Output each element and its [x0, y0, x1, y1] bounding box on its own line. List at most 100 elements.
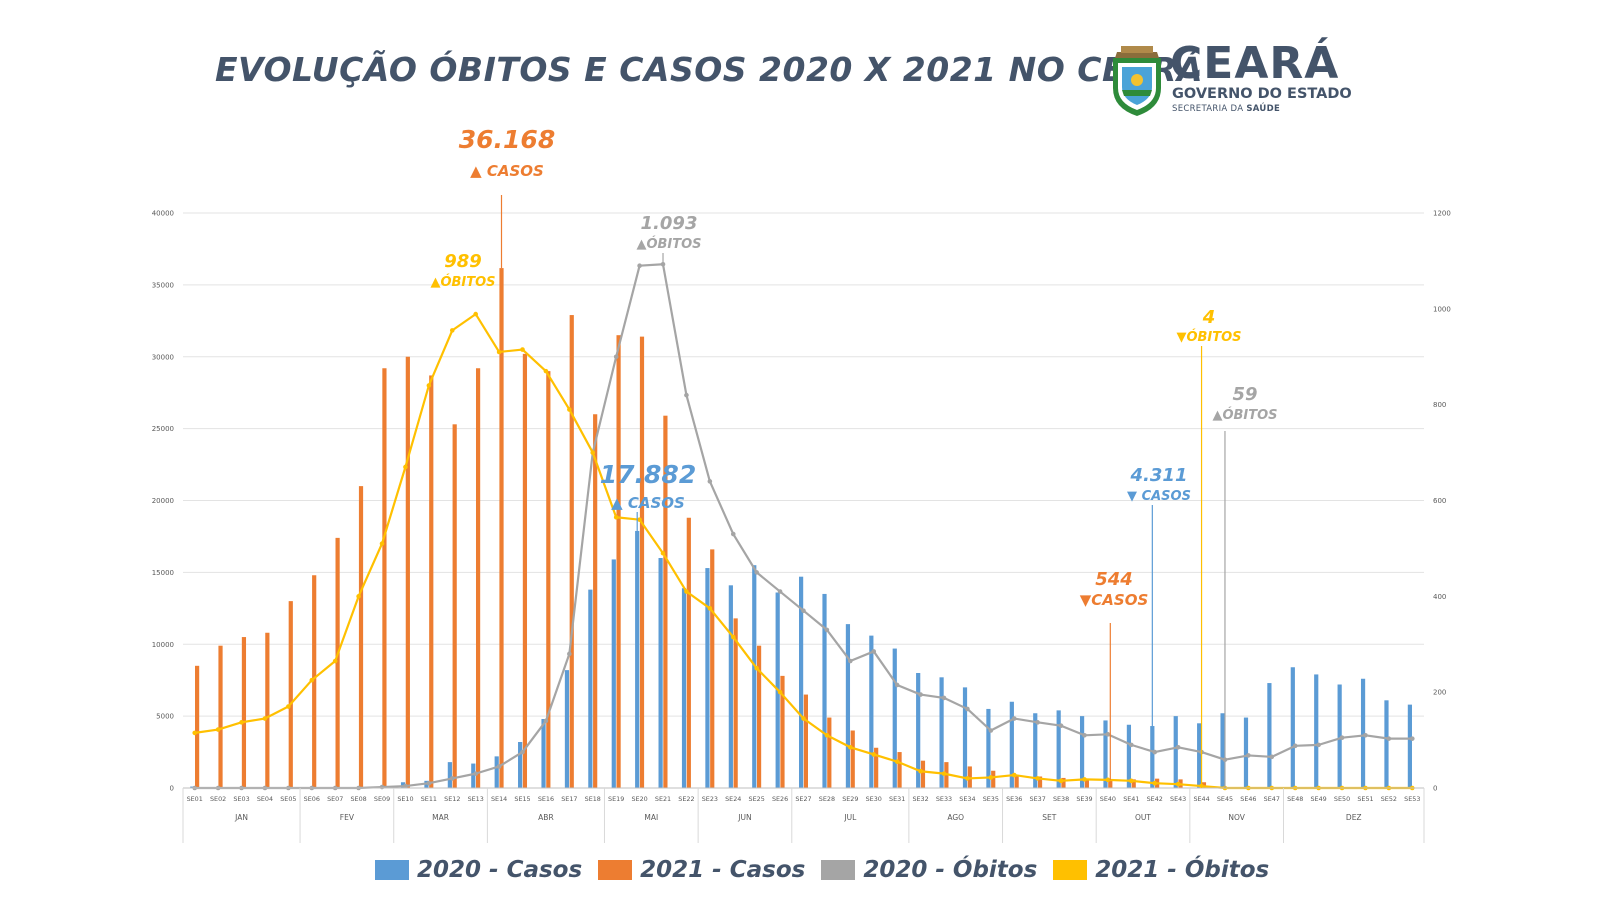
- week-label: SE23: [702, 795, 718, 803]
- point-2020-obitos-se29: [848, 658, 853, 664]
- annotation-value: 59: [1232, 384, 1257, 405]
- bar-2021-casos-se06: [312, 575, 317, 788]
- bar-2020-casos-se42: [1150, 726, 1155, 788]
- week-label: SE32: [912, 795, 928, 803]
- bar-2021-casos-se41: [1131, 779, 1136, 788]
- brand-subtitle: GOVERNO DO ESTADO: [1172, 86, 1352, 102]
- point-2020-obitos-se27: [801, 608, 806, 614]
- month-label: JAN: [234, 813, 248, 822]
- bar-2021-casos-se24: [733, 618, 738, 788]
- point-2021-obitos-se40: [1105, 777, 1111, 783]
- point-2021-obitos-se24: [730, 634, 736, 640]
- month-label: DEZ: [1346, 813, 1362, 822]
- bar-2020-casos-se20: [635, 530, 640, 788]
- month-label: ABR: [538, 813, 554, 822]
- month-label: OUT: [1135, 813, 1151, 822]
- bar-2020-casos-se43: [1173, 716, 1178, 788]
- week-label: SE14: [491, 795, 507, 803]
- left-axis-tick-label: 30000: [152, 353, 174, 361]
- bar-2021-casos-se32: [920, 760, 926, 788]
- left-axis-tick-label: 10000: [152, 641, 174, 649]
- bar-2021-casos-se10: [405, 356, 410, 788]
- point-2021-obitos-se14: [496, 349, 502, 355]
- left-axis: 0 5000 10000 15000 20000 25000 30000 35000 40000: [152, 210, 174, 793]
- point-2021-obitos-se25: [754, 665, 759, 671]
- point-2020-obitos-se20: [637, 263, 642, 269]
- week-label: SE07: [327, 795, 343, 803]
- week-label: SE03: [233, 795, 249, 803]
- week-label: SE24: [725, 795, 741, 803]
- week-label: SE52: [1381, 795, 1397, 803]
- left-axis-tick-label: 25000: [152, 425, 174, 433]
- bar-2021-casos-se27: [803, 694, 808, 788]
- point-2021-obitos-se01: [192, 730, 198, 736]
- point-2021-obitos-se27: [801, 716, 806, 721]
- month-label: JUN: [737, 813, 751, 822]
- point-2020-obitos-se28: [824, 627, 830, 633]
- week-label: SE21: [655, 795, 671, 803]
- left-axis-tick-label: 35000: [152, 281, 174, 289]
- legend-item: 2020 - Óbitos: [821, 857, 1037, 883]
- bar-2021-casos-se36: [1014, 775, 1019, 788]
- legend-swatch: [375, 860, 409, 880]
- week-label: SE09: [374, 795, 390, 803]
- week-label: SE40: [1100, 795, 1116, 803]
- right-axis-tick-label: 1000: [1433, 305, 1451, 313]
- left-axis-tick-label: 5000: [156, 713, 174, 721]
- brand-department-prefix: SECRETARIA DA: [1172, 104, 1247, 114]
- legend-label: 2021 - Óbitos: [1095, 857, 1270, 883]
- right-axis-tick-label: 0: [1433, 785, 1437, 793]
- bar-2021-casos-se20: [639, 336, 645, 788]
- bar-2021-casos-se01: [195, 665, 200, 788]
- right-axis-tick-label: 200: [1433, 689, 1446, 697]
- point-2021-obitos-se07: [332, 658, 338, 664]
- right-axis-tick-label: 600: [1433, 497, 1446, 505]
- chart: 0500010000150002000025000300003500040000…: [152, 125, 1451, 843]
- bar-2020-casos-se32: [916, 673, 921, 788]
- brand-name: CEARÁ: [1170, 38, 1340, 89]
- week-label: SE10: [397, 795, 413, 803]
- bar-2020-casos-se14: [494, 756, 499, 788]
- bar-2020-casos-se48: [1290, 667, 1295, 788]
- point-2020-obitos-se09: [379, 784, 385, 790]
- chart-grid: [183, 212, 1424, 789]
- bar-2021-casos-se09: [382, 368, 387, 788]
- bar-2021-casos-se21: [663, 415, 668, 788]
- week-label: SE13: [468, 795, 484, 803]
- bar-2021-casos-se35: [991, 770, 996, 788]
- point-2020-obitos-se31: [894, 682, 900, 688]
- bar-2021-casos-se37: [1037, 776, 1043, 788]
- point-2020-obitos-se46: [1246, 753, 1251, 758]
- bar-2020-casos-se19: [611, 559, 616, 788]
- bar-2021-casos-se16: [546, 371, 551, 788]
- bar-2021-casos-se11: [429, 375, 434, 788]
- week-label: SE25: [749, 795, 765, 803]
- point-2021-obitos-se20: [637, 517, 642, 522]
- bar-2021-casos-se25: [756, 645, 762, 788]
- page-title: EVOLUÇÃO ÓBITOS E CASOS 2020 X 2021 NO C…: [215, 50, 1204, 89]
- legend-swatch: [821, 860, 856, 880]
- point-2021-obitos-se21: [660, 550, 666, 556]
- point-2020-obitos-se49: [1316, 742, 1321, 748]
- point-2021-obitos-se32: [918, 768, 923, 774]
- point-2021-obitos-se23: [707, 606, 713, 611]
- point-2020-obitos-se37: [1035, 720, 1040, 725]
- bar-2021-casos-se02: [218, 645, 223, 788]
- bar-2020-casos-se49: [1314, 674, 1319, 788]
- week-label: SE53: [1404, 795, 1420, 803]
- point-2021-obitos-se38: [1058, 778, 1064, 784]
- week-label: SE51: [1357, 795, 1373, 803]
- point-2020-obitos-se51: [1363, 732, 1368, 738]
- point-2021-obitos-se06: [309, 677, 315, 683]
- lines: [192, 261, 1415, 791]
- point-2021-obitos-se30: [871, 752, 877, 757]
- month-label: NOV: [1228, 813, 1245, 822]
- right-axis-tick-label: 400: [1433, 593, 1446, 601]
- point-2021-obitos-se15: [520, 347, 525, 352]
- bar-2020-casos-se46: [1243, 717, 1249, 788]
- point-2021-obitos-se10: [403, 464, 408, 470]
- week-label: SE36: [1006, 795, 1022, 803]
- point-2020-obitos-se17: [567, 651, 572, 657]
- bar-2021-casos-se38: [1061, 777, 1066, 788]
- week-label: SE11: [421, 795, 437, 803]
